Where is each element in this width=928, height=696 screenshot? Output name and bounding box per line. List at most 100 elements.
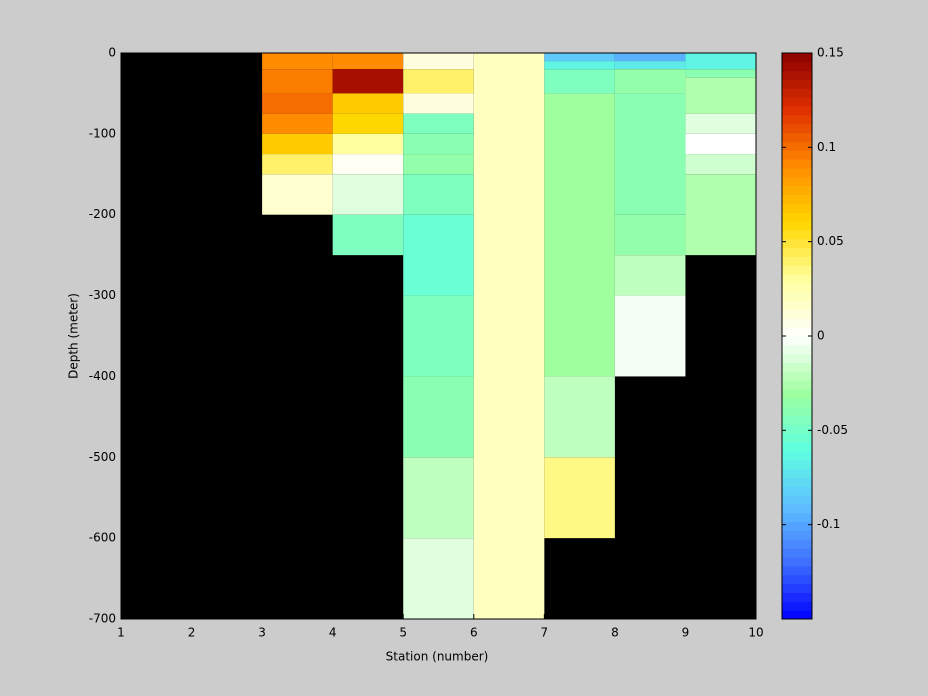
colorbar-tick-label: 0.05 xyxy=(817,234,844,248)
heatmap-cell xyxy=(614,214,686,256)
heatmap-cell xyxy=(403,113,474,134)
colorbar-segment xyxy=(782,185,812,195)
heatmap-cell xyxy=(403,376,474,458)
colorbar-segment xyxy=(782,114,812,125)
colorbar-segment xyxy=(782,229,812,240)
colorbar-segment xyxy=(782,176,812,187)
colorbar-segment xyxy=(782,300,812,310)
heatmap-cell xyxy=(544,376,615,458)
colorbar-segment xyxy=(782,521,812,532)
heatmap-cell xyxy=(403,214,474,296)
colorbar-tick-label: -0.05 xyxy=(817,423,848,437)
colorbar-segment xyxy=(782,61,812,72)
colorbar-segment xyxy=(782,601,812,611)
colorbar-segment xyxy=(782,123,812,134)
colorbar-segment xyxy=(782,495,812,505)
y-tick-label: -100 xyxy=(89,126,116,140)
colorbar-segment xyxy=(782,530,812,540)
y-tick-label: -500 xyxy=(89,450,116,464)
colorbar-segment xyxy=(782,468,812,478)
colorbar-segment xyxy=(782,344,812,355)
colorbar-segment xyxy=(782,97,812,107)
heatmap-cell xyxy=(262,174,333,215)
colorbar-segment xyxy=(782,610,812,620)
x-tick-label: 9 xyxy=(682,626,690,640)
x-tick-label: 4 xyxy=(329,626,337,640)
x-tick-label: 3 xyxy=(258,626,266,640)
colorbar-segment xyxy=(782,424,812,434)
heatmap-cell xyxy=(332,214,404,256)
heatmap-cell xyxy=(685,113,756,134)
colorbar-segment xyxy=(782,327,812,337)
colorbar-segment xyxy=(782,53,812,63)
colorbar-tick-label: -0.1 xyxy=(817,517,840,531)
y-tick-label: -300 xyxy=(89,288,116,302)
heatmap-cell xyxy=(685,53,756,70)
plot-frame xyxy=(120,52,757,620)
heatmap-cell xyxy=(332,113,404,134)
heatmap-cell xyxy=(403,295,474,377)
heatmap-cell xyxy=(544,457,615,539)
colorbar-segment xyxy=(782,380,812,390)
colorbar-tick-label: 0 xyxy=(817,329,825,343)
heatmap-cell xyxy=(544,53,615,62)
heatmap-cell xyxy=(262,154,333,175)
colorbar-segment xyxy=(782,406,812,417)
heatmap-cell xyxy=(403,133,474,155)
colorbar-segment xyxy=(782,141,812,151)
heatmap-cell xyxy=(262,53,333,70)
colorbar-segment xyxy=(782,433,812,443)
colorbar-segment xyxy=(782,132,812,142)
heatmap-cell xyxy=(403,154,474,175)
x-tick-label: 5 xyxy=(399,626,407,640)
colorbar-segment xyxy=(782,88,812,98)
y-tick-label: -200 xyxy=(89,207,116,221)
x-tick-label: 6 xyxy=(470,626,478,640)
heatmap-cell xyxy=(614,295,686,377)
colorbar-segment xyxy=(782,309,812,319)
heatmap-cell xyxy=(332,69,404,94)
colorbar-segment xyxy=(782,592,812,602)
colorbar-segment xyxy=(782,106,812,116)
y-tick-label: -400 xyxy=(89,369,116,383)
x-axis-label: Station (number) xyxy=(386,650,489,664)
colorbar-segment xyxy=(782,442,812,452)
colorbar-segment xyxy=(782,574,812,585)
colorbar-segment xyxy=(782,539,812,549)
heatmap-cell xyxy=(685,154,756,175)
heatmap-cell xyxy=(544,93,615,377)
heatmap-cell xyxy=(403,93,474,114)
heatmap-cell xyxy=(332,154,404,175)
colorbar-segment xyxy=(782,548,812,558)
colorbar-segment xyxy=(782,274,812,284)
colorbar-segment xyxy=(782,371,812,381)
y-axis-label: Depth (meter) xyxy=(67,293,81,379)
y-tick-label: -600 xyxy=(89,531,116,545)
colorbar-segment xyxy=(782,389,812,399)
heatmap-cell xyxy=(262,113,333,134)
colorbar-segment xyxy=(782,238,812,249)
heatmap-cell xyxy=(544,69,615,94)
heatmap-cell xyxy=(403,457,474,539)
heatmap-cell xyxy=(685,77,756,114)
colorbar-segment xyxy=(782,194,812,204)
x-tick-label: 10 xyxy=(748,626,763,640)
colorbar-segment xyxy=(782,557,812,567)
colorbar-segment xyxy=(782,212,812,222)
x-tick-label: 8 xyxy=(611,626,619,640)
heatmap-cell xyxy=(332,133,404,155)
colorbar-tick-label: 0.15 xyxy=(817,46,844,60)
colorbar-segment xyxy=(782,256,812,266)
colorbar-segment xyxy=(782,459,812,470)
colorbar-segment xyxy=(782,318,812,328)
colorbar-segment xyxy=(782,159,812,169)
heatmap-cell xyxy=(332,93,404,114)
heatmap-cell xyxy=(403,69,474,94)
heatmap-cell xyxy=(685,133,756,155)
colorbar-segment xyxy=(782,203,812,213)
colorbar-segment xyxy=(782,353,812,364)
colorbar-segment xyxy=(782,79,812,89)
colorbar-segment xyxy=(782,221,812,231)
heatmap-cell xyxy=(473,53,545,619)
